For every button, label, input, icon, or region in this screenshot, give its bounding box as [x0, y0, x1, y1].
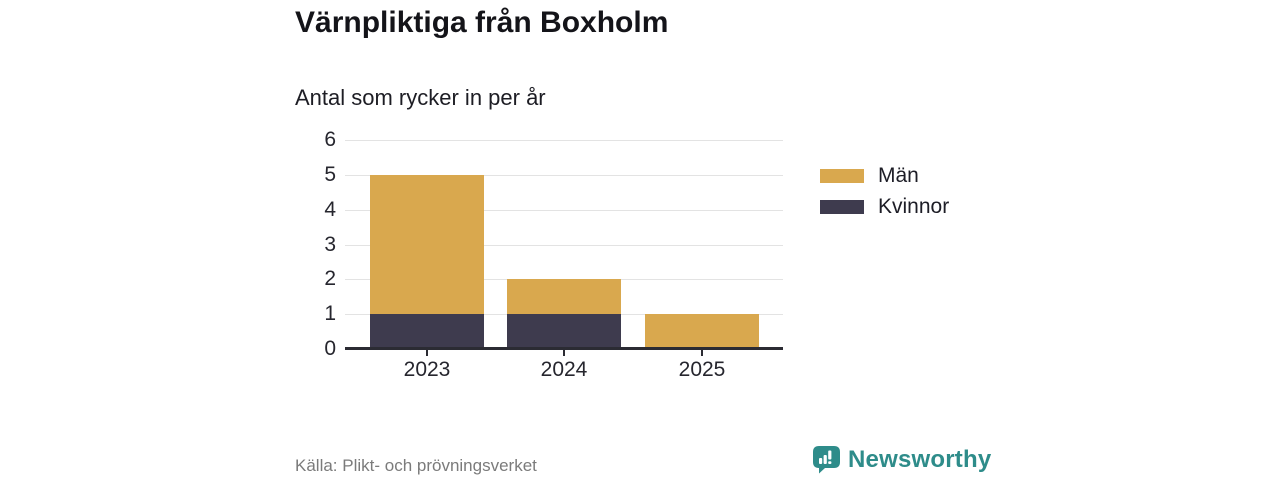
legend: Män Kvinnor — [820, 160, 949, 222]
x-axis-tick — [701, 349, 703, 356]
y-tick-label: 2 — [324, 267, 336, 291]
x-axis-tick — [563, 349, 565, 356]
y-tick-label: 4 — [324, 197, 336, 221]
y-tick-label: 0 — [324, 337, 336, 360]
newsworthy-bubble-chart-icon — [812, 445, 841, 474]
newsworthy-logo: Newsworthy — [812, 445, 991, 474]
legend-swatch — [820, 168, 864, 183]
bar-segment-kvinnor-2023 — [370, 314, 484, 347]
legend-label: Kvinnor — [878, 194, 950, 218]
newsworthy-wordmark: Newsworthy — [848, 445, 992, 473]
gridline — [345, 175, 783, 176]
bar-segment-män-2025 — [645, 314, 759, 347]
x-tick-label: 2024 — [540, 358, 588, 381]
x-tick-label: 2025 — [678, 358, 726, 381]
x-axis: 2023 2024 2025 — [345, 358, 783, 388]
y-tick-label: 5 — [324, 162, 336, 186]
x-axis-line — [345, 347, 783, 350]
source-note: Källa: Plikt- och prövningsverket — [295, 456, 537, 475]
chart-title: Värnpliktiga från Boxholm — [295, 6, 669, 39]
x-tick-label: 2023 — [403, 358, 451, 381]
gridline — [345, 210, 783, 211]
x-axis-tick — [426, 349, 428, 356]
gridline — [345, 245, 783, 246]
gridline — [345, 140, 783, 141]
bar-segment-män-2024 — [507, 279, 621, 315]
bar-segment-män-2023 — [370, 174, 484, 315]
chart-subtitle: Antal som rycker in per år — [295, 85, 546, 110]
y-tick-label: 3 — [324, 232, 336, 256]
bar-segment-kvinnor-2024 — [507, 314, 621, 347]
legend-label: Män — [878, 163, 919, 187]
legend-item-kvinnor: Kvinnor — [820, 191, 949, 222]
plot-area — [345, 140, 783, 356]
y-axis: 0 1 2 3 4 5 6 — [292, 128, 336, 360]
legend-item-män: Män — [820, 160, 949, 191]
y-tick-label: 1 — [324, 302, 336, 326]
y-tick-label: 6 — [324, 128, 336, 151]
legend-swatch — [820, 199, 864, 214]
